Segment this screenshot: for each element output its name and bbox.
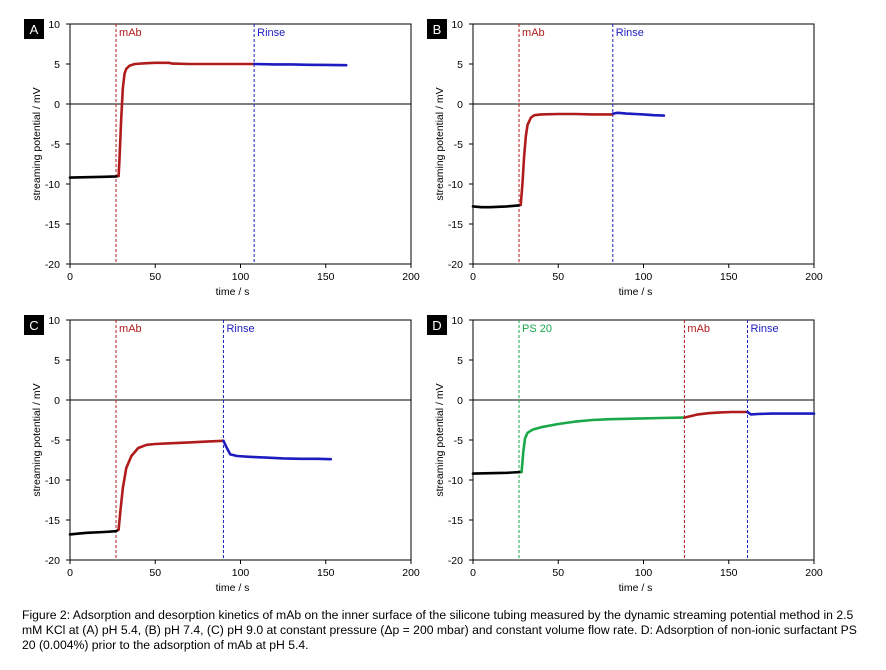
panel-label-box — [24, 315, 44, 335]
y-tick-label: 0 — [54, 395, 60, 407]
series-line-ps-20 — [520, 416, 686, 474]
y-axis-label: streaming potential / mV — [434, 383, 446, 496]
y-tick-label: -10 — [45, 475, 60, 487]
x-tick-label: 200 — [805, 567, 823, 579]
y-tick-label: 5 — [54, 355, 60, 367]
marker-label-rinse: Rinse — [257, 27, 285, 39]
panel-label-box — [427, 19, 447, 39]
x-tick-label: 100 — [232, 567, 250, 579]
panel-label-box — [24, 19, 44, 39]
panel-label: A — [30, 22, 39, 37]
y-tick-label: 10 — [451, 315, 463, 327]
series-line-mab — [117, 439, 225, 531]
y-tick-label: -15 — [45, 219, 60, 231]
marker-label-rinse: Rinse — [226, 323, 254, 335]
series-line-rinse — [611, 111, 666, 117]
marker-label-ps-20: PS 20 — [522, 323, 552, 335]
x-tick-label: 150 — [317, 271, 335, 283]
x-tick-label: 200 — [402, 567, 420, 579]
y-tick-label: 10 — [48, 19, 60, 31]
y-tick-label: -5 — [51, 435, 60, 447]
marker-label-rinse: Rinse — [751, 323, 779, 335]
y-tick-label: -10 — [45, 179, 60, 191]
y-tick-label: -15 — [448, 219, 463, 231]
series-line-baseline — [68, 174, 120, 179]
y-tick-label: -10 — [448, 475, 463, 487]
x-tick-label: 50 — [149, 567, 161, 579]
series-line-rinse — [222, 439, 333, 461]
x-tick-label: 150 — [317, 567, 335, 579]
x-tick-label: 200 — [402, 271, 420, 283]
x-tick-label: 100 — [635, 271, 653, 283]
y-tick-label: -15 — [45, 515, 60, 527]
x-tick-label: 50 — [149, 271, 161, 283]
x-tick-label: 50 — [552, 567, 564, 579]
x-tick-label: 150 — [720, 271, 738, 283]
marker-label-mab: mAb — [119, 323, 142, 335]
marker-label-rinse: Rinse — [616, 27, 644, 39]
series-line-mab — [683, 410, 749, 419]
marker-label-mab: mAb — [119, 27, 142, 39]
series-line-baseline — [68, 528, 120, 536]
marker-label-mab: mAb — [522, 27, 545, 39]
series-line-mab — [117, 61, 256, 178]
x-tick-label: 0 — [470, 271, 476, 283]
y-axis-label: streaming potential / mV — [434, 87, 446, 200]
x-tick-label: 0 — [67, 271, 73, 283]
x-axis-label: time / s — [619, 286, 653, 298]
y-tick-label: -20 — [448, 555, 463, 567]
panel-label: C — [29, 318, 38, 333]
x-axis-label: time / s — [216, 286, 250, 298]
x-tick-label: 200 — [805, 271, 823, 283]
series-line-baseline — [471, 470, 523, 475]
y-tick-label: 5 — [54, 59, 60, 71]
y-tick-label: -5 — [454, 139, 463, 151]
figure-caption: Figure 2: Adsorption and desorption kine… — [22, 608, 857, 652]
y-tick-label: -20 — [45, 555, 60, 567]
y-tick-label: 5 — [457, 355, 463, 367]
y-tick-label: -5 — [51, 139, 60, 151]
x-tick-label: 100 — [232, 271, 250, 283]
y-tick-label: 0 — [457, 99, 463, 111]
x-axis-label: time / s — [619, 582, 653, 594]
series-line-mab — [519, 112, 615, 207]
y-tick-label: -10 — [448, 179, 463, 191]
y-tick-label: -20 — [448, 259, 463, 271]
x-tick-label: 0 — [470, 567, 476, 579]
plot-frame — [69, 319, 412, 561]
y-tick-label: 0 — [457, 395, 463, 407]
y-tick-label: -5 — [454, 435, 463, 447]
y-tick-label: -15 — [448, 515, 463, 527]
panel-label-box — [427, 315, 447, 335]
panel-label: B — [433, 22, 442, 37]
y-tick-label: 5 — [457, 59, 463, 71]
x-tick-label: 100 — [635, 567, 653, 579]
y-tick-label: -20 — [45, 259, 60, 271]
y-tick-label: 0 — [54, 99, 60, 111]
marker-label-mab: mAb — [687, 323, 710, 335]
y-axis-label: streaming potential / mV — [31, 87, 43, 200]
series-line-baseline — [471, 203, 523, 209]
series-line-rinse — [746, 410, 816, 416]
y-tick-label: 10 — [451, 19, 463, 31]
x-tick-label: 0 — [67, 567, 73, 579]
x-axis-label: time / s — [216, 582, 250, 594]
y-tick-label: 10 — [48, 315, 60, 327]
y-axis-label: streaming potential / mV — [31, 383, 43, 496]
series-line-rinse — [252, 62, 348, 67]
panel-label: D — [432, 318, 441, 333]
x-tick-label: 50 — [552, 271, 564, 283]
x-tick-label: 150 — [720, 567, 738, 579]
